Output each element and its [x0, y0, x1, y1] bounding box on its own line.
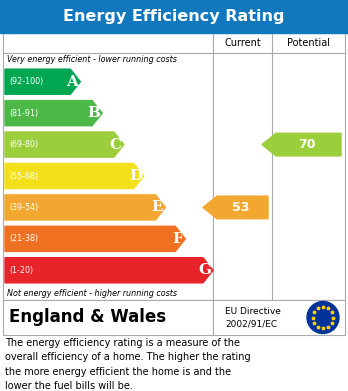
Text: C: C: [110, 138, 122, 152]
Polygon shape: [203, 196, 268, 219]
Bar: [0, 0, 348, 33]
Text: 70: 70: [298, 138, 315, 151]
Polygon shape: [5, 69, 80, 94]
Text: (1-20): (1-20): [9, 266, 33, 275]
Text: (69-80): (69-80): [9, 140, 38, 149]
Text: 53: 53: [232, 201, 249, 214]
Text: England & Wales: England & Wales: [9, 308, 166, 326]
Text: (55-68): (55-68): [9, 172, 38, 181]
Text: (39-54): (39-54): [9, 203, 38, 212]
Polygon shape: [5, 258, 213, 283]
Text: G: G: [198, 263, 212, 277]
Text: D: D: [129, 169, 142, 183]
Polygon shape: [5, 195, 166, 220]
Circle shape: [307, 301, 339, 334]
Text: Not energy efficient - higher running costs: Not energy efficient - higher running co…: [7, 289, 177, 298]
Text: A: A: [66, 75, 78, 89]
Text: Potential: Potential: [287, 38, 330, 48]
Polygon shape: [5, 163, 144, 188]
Text: F: F: [172, 232, 183, 246]
Text: Current: Current: [224, 38, 261, 48]
Bar: [3, 33, 345, 300]
Text: EU Directive
2002/91/EC: EU Directive 2002/91/EC: [225, 307, 281, 328]
Text: (81-91): (81-91): [9, 109, 38, 118]
Text: Energy Efficiency Rating: Energy Efficiency Rating: [63, 9, 285, 24]
Text: The energy efficiency rating is a measure of the
overall efficiency of a home. T: The energy efficiency rating is a measur…: [5, 338, 251, 391]
Polygon shape: [5, 100, 102, 126]
Text: B: B: [88, 106, 101, 120]
Text: E: E: [152, 201, 163, 214]
Text: Very energy efficient - lower running costs: Very energy efficient - lower running co…: [7, 55, 177, 64]
Polygon shape: [262, 133, 341, 156]
Bar: [3, 300, 345, 335]
Text: (92-100): (92-100): [9, 77, 43, 86]
Text: (21-38): (21-38): [9, 234, 38, 243]
Polygon shape: [5, 132, 124, 157]
Polygon shape: [5, 226, 185, 251]
